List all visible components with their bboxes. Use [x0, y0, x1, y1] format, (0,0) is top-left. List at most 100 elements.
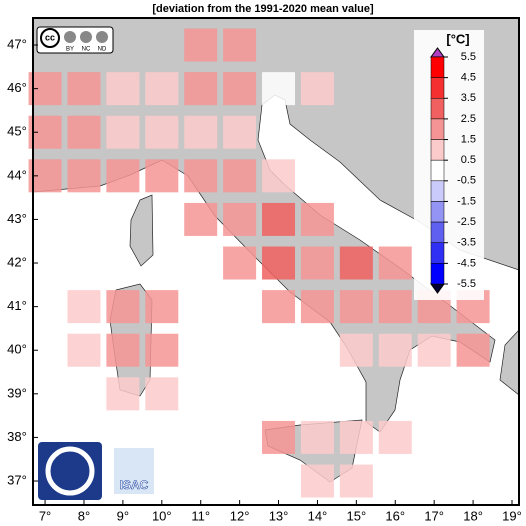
y-tick-label: 40° — [7, 342, 27, 357]
anomaly-cell — [145, 159, 179, 193]
anomaly-cell — [339, 464, 373, 498]
colorbar-tick-label: 3.5 — [461, 92, 476, 104]
anomaly-cell — [223, 202, 257, 236]
cnr-logo — [38, 442, 102, 500]
colorbar-bin — [430, 159, 445, 182]
anomaly-cell — [106, 290, 140, 324]
anomaly-cell — [67, 115, 101, 149]
y-tick-label: 37° — [7, 472, 27, 487]
anomaly-cell — [223, 159, 257, 193]
x-tick-label: 12° — [230, 508, 250, 523]
colorbar-tick-label: -4.5 — [457, 257, 476, 269]
anomaly-cell — [262, 202, 296, 236]
colorbar-bin — [430, 201, 445, 223]
isac-logo: ISAC — [114, 448, 154, 494]
anomaly-cell — [106, 115, 140, 149]
colorbar-bin — [430, 77, 445, 99]
anomaly-cell — [378, 420, 412, 454]
cc-mark: cc — [45, 32, 55, 42]
anomaly-cell — [300, 202, 334, 236]
anomaly-cell — [417, 333, 451, 367]
colorbar-tick-label: -0.5 — [457, 175, 476, 187]
colorbar-tick-label: 5.5 — [461, 51, 476, 63]
anomaly-cell — [300, 290, 334, 324]
cc-term: BY — [66, 47, 74, 53]
anomaly-cell — [145, 377, 179, 411]
colorbar-tick-label: 2.5 — [461, 113, 476, 125]
anomaly-cell — [145, 333, 179, 367]
cc-logo: cc BY NC ND — [36, 26, 114, 54]
x-tick-label: 19° — [502, 508, 522, 523]
anomaly-cell — [223, 28, 257, 62]
anomaly-cell — [145, 115, 179, 149]
colorbar-bin — [430, 139, 445, 161]
isac-text: ISAC — [120, 478, 149, 492]
x-tick-label: 17° — [424, 508, 444, 523]
corsica — [129, 194, 154, 267]
anomaly-cell — [106, 333, 140, 367]
anomaly-cell — [339, 420, 373, 454]
colorbar-bin — [430, 263, 445, 285]
map-frame — [32, 17, 520, 506]
colorbar-tick-label: 4.5 — [461, 72, 476, 84]
colorbar-tick-label: 0.5 — [461, 154, 476, 166]
anomaly-cell — [145, 290, 179, 324]
anomaly-cell — [262, 159, 296, 193]
anomaly-cell — [184, 28, 218, 62]
y-tick-label: 39° — [7, 385, 27, 400]
x-tick-label: 7° — [39, 508, 51, 523]
x-tick-label: 14° — [308, 508, 328, 523]
anomaly-cell — [106, 377, 140, 411]
anomaly-cell — [262, 72, 296, 106]
x-tick-label: 8° — [78, 508, 90, 523]
anomaly-cell — [456, 333, 490, 367]
y-tick-label: 47° — [7, 36, 27, 51]
anomaly-cell — [223, 72, 257, 106]
y-tick-label: 46° — [7, 80, 27, 95]
anomaly-cell — [67, 159, 101, 193]
colorbar-bin — [430, 242, 445, 264]
colorbar-bg — [414, 30, 484, 300]
x-tick-label: 9° — [117, 508, 129, 523]
anomaly-cell — [378, 290, 412, 324]
colorbar-bin — [430, 118, 445, 140]
x-tick-label: 10° — [152, 508, 172, 523]
anomaly-cell — [67, 290, 101, 324]
x-tick-label: 18° — [463, 508, 483, 523]
x-tick-label: 13° — [269, 508, 289, 523]
colorbar-bin — [430, 221, 445, 243]
anomaly-cell — [339, 246, 373, 280]
anomaly-cell — [262, 420, 296, 454]
x-tick-label: 15° — [347, 508, 367, 523]
title: [deviation from the 1991-2020 mean value… — [152, 3, 374, 15]
anomaly-cell — [339, 333, 373, 367]
y-tick-label: 42° — [7, 254, 27, 269]
x-tick-label: 11° — [191, 508, 210, 523]
anomaly-cell — [184, 202, 218, 236]
anomaly-cell — [184, 159, 218, 193]
colorbar-bin — [430, 180, 445, 202]
anomaly-cell — [300, 72, 334, 106]
colorbar-tick-label: -1.5 — [457, 195, 476, 207]
anomaly-cell — [106, 159, 140, 193]
anomaly-cell — [67, 72, 101, 106]
colorbar-tick-label: -2.5 — [457, 216, 476, 228]
anomaly-cell — [339, 290, 373, 324]
colorbar-tick-label: -3.5 — [457, 237, 476, 249]
anomaly-cell — [184, 72, 218, 106]
colorbar-bin — [430, 98, 445, 120]
anomaly-cell — [262, 290, 296, 324]
y-tick-label: 43° — [7, 211, 27, 226]
anomaly-cell — [300, 464, 334, 498]
y-tick-label: 38° — [7, 429, 27, 444]
colorbar-tick-label: 1.5 — [461, 133, 476, 145]
anomaly-cell — [378, 333, 412, 367]
y-tick-label: 44° — [7, 167, 27, 182]
anomaly-cell — [223, 115, 257, 149]
anomaly-cell — [106, 72, 140, 106]
anomaly-cell — [184, 115, 218, 149]
y-tick-label: 45° — [7, 124, 27, 139]
colorbar-bin — [430, 56, 445, 78]
colorbar-unit: [°C] — [446, 31, 469, 46]
